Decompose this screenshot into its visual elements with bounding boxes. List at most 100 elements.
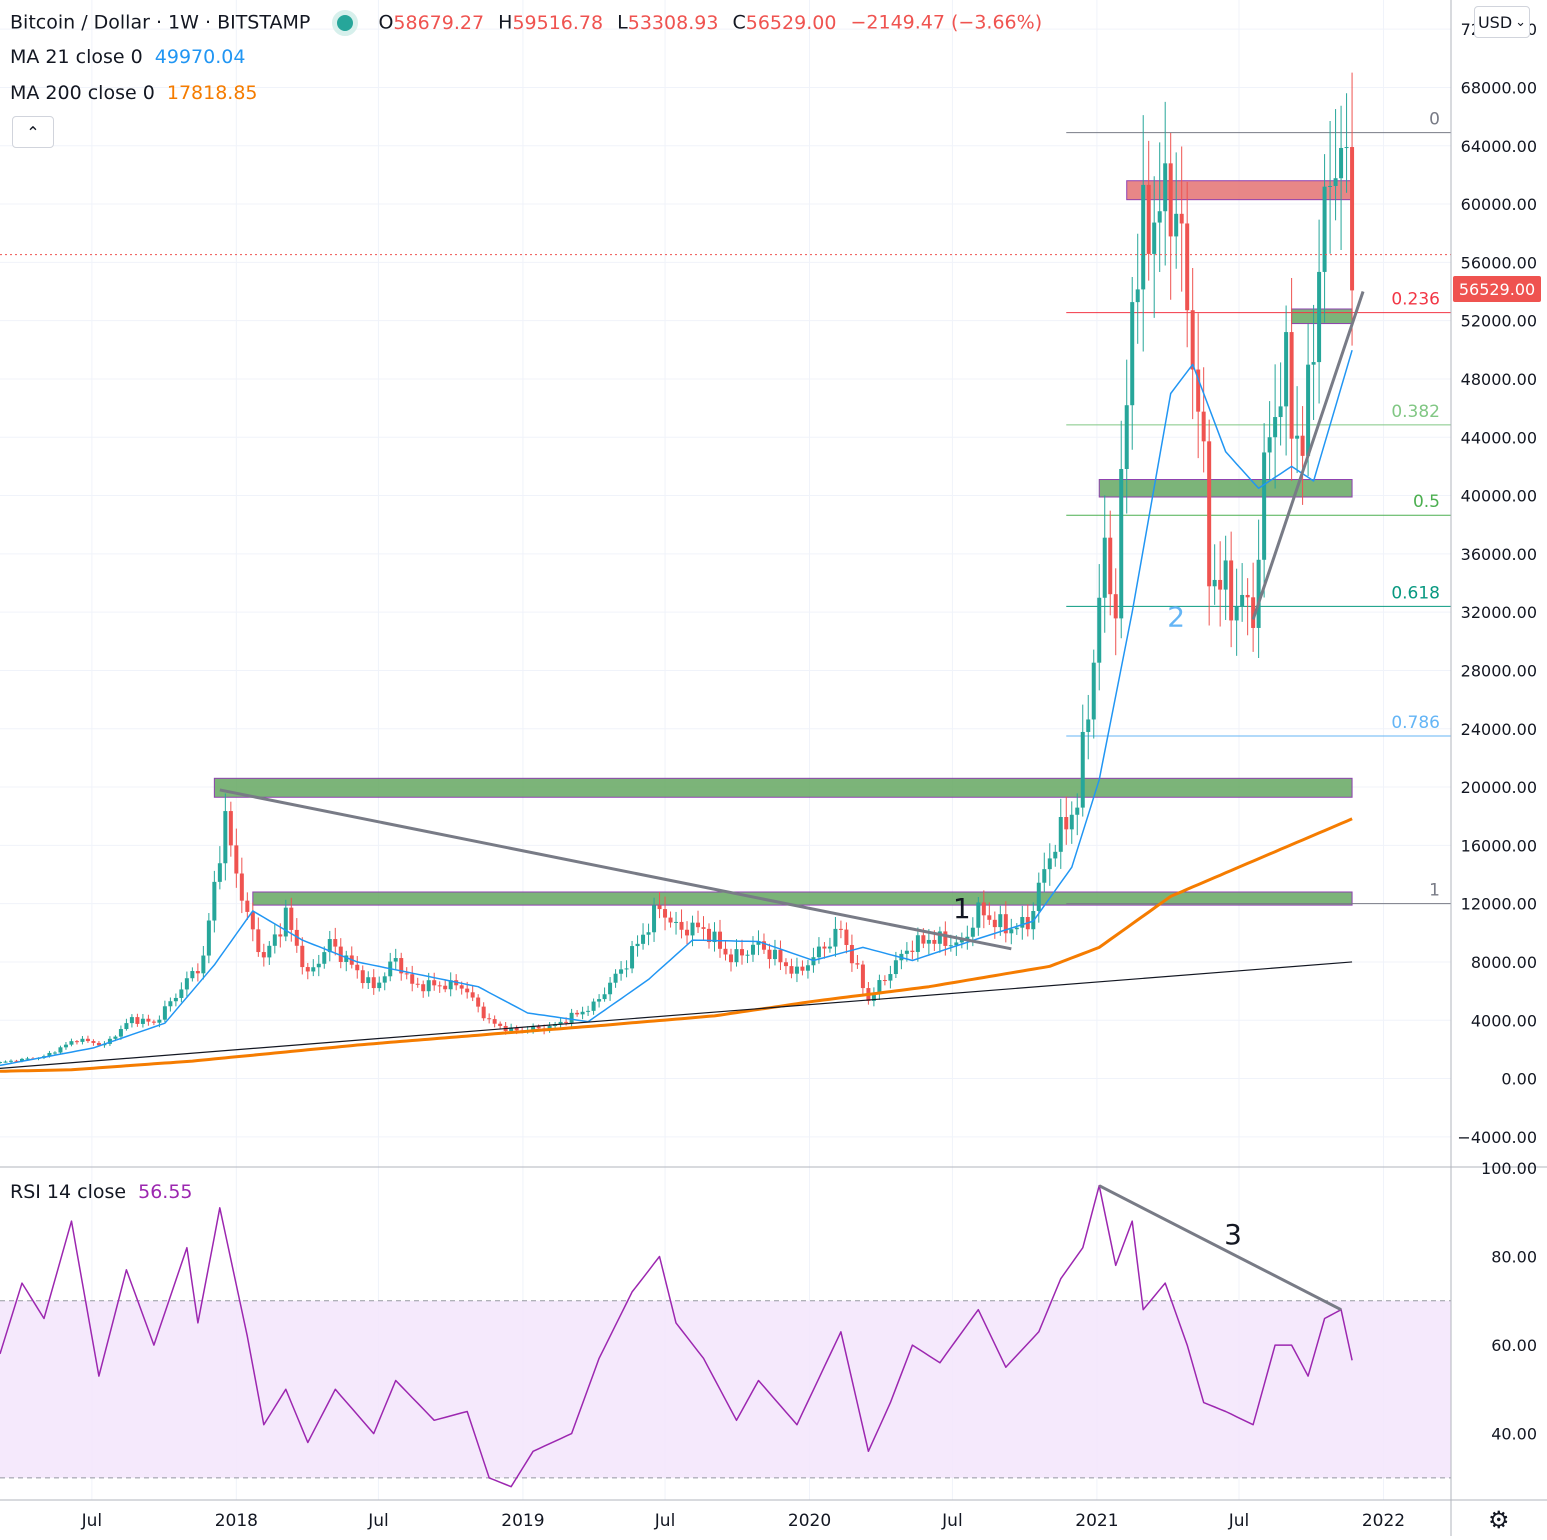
candle-body xyxy=(893,960,898,975)
candle-body xyxy=(195,971,200,974)
rsi-value: 56.55 xyxy=(138,1181,193,1203)
candle-body xyxy=(1317,271,1322,363)
candle-body xyxy=(63,1044,68,1048)
zone-support-52k xyxy=(1291,308,1353,325)
candle-body xyxy=(151,1021,156,1023)
candle-body xyxy=(1157,211,1162,223)
candle-body xyxy=(871,994,876,1001)
price-tick-label: 28000.00 xyxy=(1461,661,1537,680)
candle-body xyxy=(355,964,360,971)
candle-body xyxy=(827,946,832,949)
candle-body xyxy=(992,919,997,928)
candle-body xyxy=(1042,869,1047,883)
candle-body xyxy=(915,935,920,952)
price-tick-label: 56000.00 xyxy=(1461,253,1537,272)
candle-body xyxy=(47,1052,52,1057)
ma21-label: MA 21 close 0 xyxy=(10,46,143,68)
candle-body xyxy=(1267,437,1272,453)
candle-body xyxy=(987,915,992,920)
price-tick-label: 24000.00 xyxy=(1461,720,1537,739)
ma200-legend[interactable]: MA 200 close 0 17818.85 xyxy=(10,82,258,104)
time-tick-label: 2018 xyxy=(215,1511,258,1531)
symbol-name[interactable]: Bitcoin / Dollar xyxy=(10,11,150,34)
candle-body xyxy=(278,934,283,937)
candle-body xyxy=(838,928,843,930)
candle-body xyxy=(750,944,755,955)
candle-body xyxy=(250,911,255,930)
candle-body xyxy=(981,902,986,916)
ma21-legend[interactable]: MA 21 close 0 49970.04 xyxy=(10,46,245,68)
candle-body xyxy=(371,977,376,989)
time-tick-label: 2020 xyxy=(788,1511,831,1531)
candle-body xyxy=(344,955,349,962)
currency-selector[interactable]: USD ⌄ xyxy=(1474,6,1530,38)
candle-body xyxy=(223,811,228,864)
candle-body xyxy=(316,963,321,968)
ma200-line xyxy=(0,817,1353,1073)
rsi-trendline xyxy=(1098,1184,1342,1311)
candle-body xyxy=(1284,332,1289,407)
candle-body xyxy=(904,950,909,954)
candle-body xyxy=(179,989,184,998)
candle-body xyxy=(311,967,316,972)
candle-body xyxy=(118,1029,123,1037)
market-status-icon xyxy=(332,10,359,36)
time-tick-label: Jul xyxy=(81,1511,103,1531)
rsi-legend[interactable]: RSI 14 close 56.55 xyxy=(10,1181,193,1203)
candle-body xyxy=(800,966,805,971)
rsi-tick-label: 100.00 xyxy=(1481,1159,1537,1178)
candle-body xyxy=(509,1027,514,1031)
candle-body xyxy=(338,946,343,962)
fib-level-label: 0.5 xyxy=(1413,492,1440,512)
candle-body xyxy=(448,980,453,990)
ohlc-h-value: 59516.78 xyxy=(512,11,604,34)
candle-body xyxy=(877,980,882,995)
currency-label: USD xyxy=(1477,12,1513,32)
candle-body xyxy=(393,958,398,962)
candle-body xyxy=(1311,362,1316,365)
price-tick-label: 68000.00 xyxy=(1461,78,1537,97)
time-tick-label: Jul xyxy=(654,1511,676,1531)
candle-body xyxy=(701,927,706,929)
candle-body xyxy=(789,966,794,974)
candle-body xyxy=(85,1038,90,1042)
candle-body xyxy=(1262,452,1267,560)
candle-body xyxy=(723,948,728,955)
candle-body xyxy=(173,997,178,1002)
candle-body xyxy=(707,928,712,943)
candle-body xyxy=(959,939,964,943)
candle-body xyxy=(794,966,799,974)
candle-body xyxy=(646,932,651,935)
candle-body xyxy=(597,999,602,1002)
candle-body xyxy=(245,900,250,912)
candle-body xyxy=(190,971,195,979)
gear-icon[interactable]: ⚙ xyxy=(1488,1506,1510,1534)
candle-body xyxy=(602,994,607,1000)
trendline-long-support xyxy=(0,961,1353,1069)
candle-body xyxy=(761,941,766,950)
rsi-label: RSI 14 close xyxy=(10,1181,127,1203)
candle-body xyxy=(822,946,827,949)
candle-body xyxy=(948,945,953,947)
time-tick-label: Jul xyxy=(1228,1511,1250,1531)
candle-body xyxy=(926,939,931,944)
interval-label[interactable]: 1W xyxy=(168,11,199,34)
candle-body xyxy=(1036,882,1041,912)
ohlc-c-label: C xyxy=(732,11,746,34)
zone-zone-12k xyxy=(252,891,1353,906)
candle-body xyxy=(1306,364,1311,456)
price-tick-label: 20000.00 xyxy=(1461,778,1537,797)
candle-body xyxy=(212,881,217,921)
collapse-legend-button[interactable]: ⌃ xyxy=(12,116,54,148)
candle-body xyxy=(107,1038,112,1044)
candle-body xyxy=(849,944,854,964)
zone-resistance-60k xyxy=(1126,180,1353,201)
fib-level-label: 0.786 xyxy=(1391,713,1440,733)
chevron-down-icon: ⌄ xyxy=(1515,14,1527,30)
candle-body xyxy=(124,1023,129,1030)
candle-body xyxy=(734,949,739,963)
exchange-label[interactable]: BITSTAMP xyxy=(217,11,311,34)
candle-body xyxy=(833,928,838,947)
candle-body xyxy=(135,1017,140,1024)
